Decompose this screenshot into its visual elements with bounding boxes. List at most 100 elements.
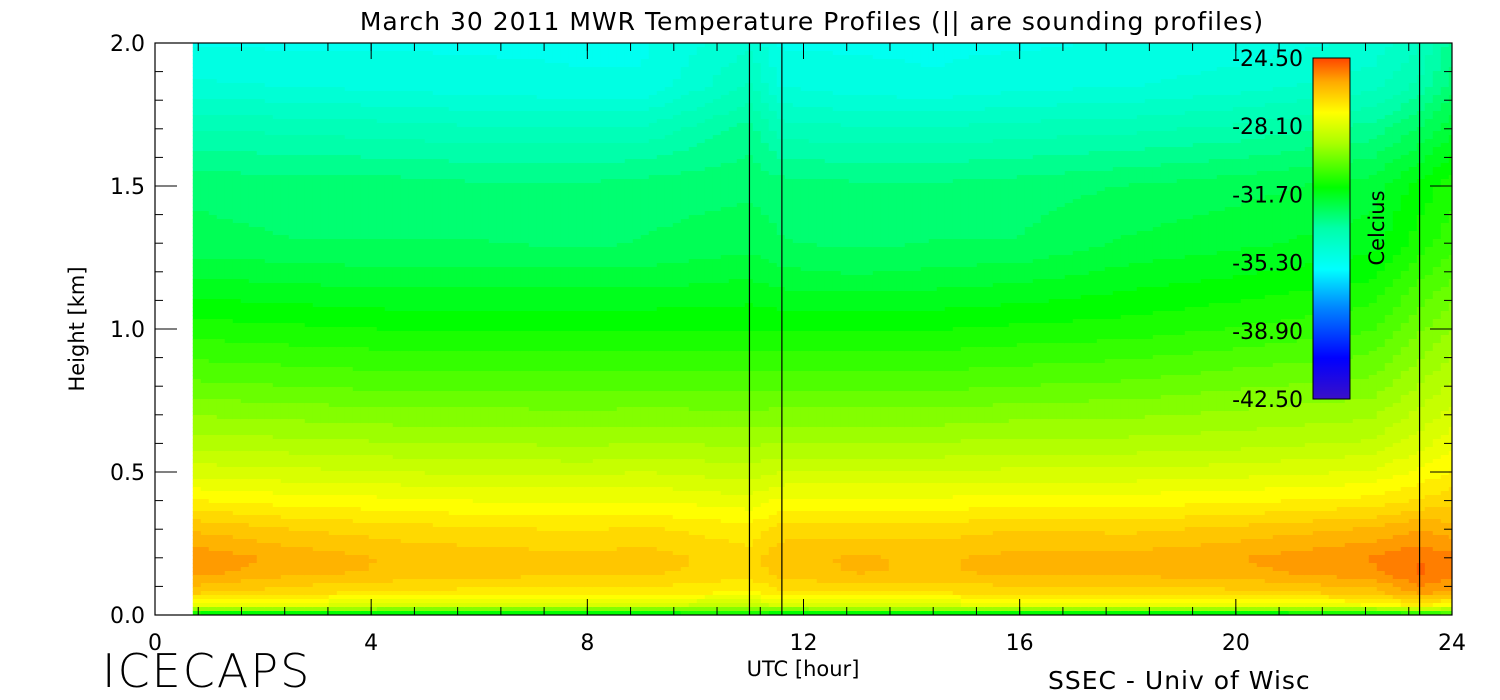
heatmap-cell — [433, 463, 442, 468]
heatmap-cell — [425, 123, 434, 128]
heatmap-cell — [457, 143, 466, 148]
heatmap-cell — [297, 247, 306, 252]
heatmap-cell — [313, 543, 322, 548]
heatmap-cell — [369, 359, 378, 364]
heatmap-cell — [465, 539, 474, 544]
heatmap-cell — [233, 119, 242, 124]
heatmap-cell — [281, 507, 290, 512]
heatmap-cell — [289, 351, 298, 356]
heatmap-cell — [361, 587, 370, 592]
heatmap-cell — [201, 447, 210, 452]
heatmap-cell — [409, 375, 418, 380]
heatmap-cell — [329, 407, 338, 412]
heatmap-cell — [433, 59, 442, 64]
heatmap-cell — [241, 303, 250, 308]
heatmap-cell — [425, 467, 434, 472]
heatmap-cell — [201, 351, 210, 356]
heatmap-cell — [257, 495, 266, 500]
heatmap-cell — [441, 215, 450, 220]
heatmap-cell — [441, 275, 450, 280]
heatmap-cell — [369, 387, 378, 392]
heatmap-cell — [441, 171, 450, 176]
heatmap-cell — [217, 387, 226, 392]
heatmap-cell — [289, 499, 298, 504]
heatmap-cell — [345, 391, 354, 396]
heatmap-cell — [353, 135, 362, 140]
heatmap-cell — [345, 87, 354, 92]
heatmap-cell — [193, 287, 202, 292]
heatmap-cell — [305, 99, 314, 104]
heatmap-cell — [329, 539, 338, 544]
heatmap-cell — [417, 379, 426, 384]
heatmap-cell — [321, 491, 330, 496]
heatmap-cell — [361, 471, 370, 476]
heatmap-cell — [441, 483, 450, 488]
heatmap-cell — [393, 347, 402, 352]
heatmap-cell — [377, 95, 386, 100]
heatmap-cell — [321, 67, 330, 72]
heatmap-cell — [345, 539, 354, 544]
heatmap-cell — [209, 227, 218, 232]
heatmap-cell — [337, 327, 346, 332]
heatmap-cell — [385, 87, 394, 92]
heatmap-cell — [273, 91, 282, 96]
heatmap-cell — [417, 411, 426, 416]
heatmap-cell — [321, 463, 330, 468]
heatmap-cell — [241, 427, 250, 432]
heatmap-cell — [417, 291, 426, 296]
heatmap-cell — [377, 151, 386, 156]
heatmap-cell — [201, 531, 210, 536]
heatmap-cell — [265, 531, 274, 536]
heatmap-cell — [209, 559, 218, 564]
heatmap-cell — [297, 339, 306, 344]
heatmap-cell — [241, 459, 250, 464]
heatmap-cell — [393, 131, 402, 136]
heatmap-cell — [345, 335, 354, 340]
heatmap-cell — [337, 587, 346, 592]
heatmap-cell — [401, 175, 410, 180]
heatmap-cell — [297, 563, 306, 568]
heatmap-cell — [201, 523, 210, 528]
heatmap-cell — [401, 295, 410, 300]
heatmap-cell — [289, 267, 298, 272]
heatmap-cell — [377, 47, 386, 52]
heatmap-cell — [441, 607, 450, 612]
heatmap-cell — [209, 207, 218, 212]
heatmap-cell — [281, 175, 290, 180]
heatmap-cell — [193, 111, 202, 116]
heatmap-cell — [361, 75, 370, 80]
heatmap-cell — [249, 215, 258, 220]
heatmap-cell — [209, 523, 218, 528]
heatmap-cell — [457, 367, 466, 372]
heatmap-cell — [281, 603, 290, 608]
heatmap-cell — [417, 75, 426, 80]
heatmap-cell — [217, 351, 226, 356]
heatmap-cell — [257, 463, 266, 468]
heatmap-cell — [345, 519, 354, 524]
heatmap-cell — [345, 163, 354, 168]
heatmap-cell — [265, 231, 274, 236]
heatmap-cell — [425, 587, 434, 592]
heatmap-cell — [233, 387, 242, 392]
heatmap-cell — [345, 419, 354, 424]
heatmap-cell — [345, 471, 354, 476]
heatmap-cell — [401, 279, 410, 284]
heatmap-cell — [297, 567, 306, 572]
heatmap-cell — [353, 479, 362, 484]
heatmap-cell — [241, 147, 250, 152]
heatmap-cell — [249, 527, 258, 532]
heatmap-cell — [265, 431, 274, 436]
heatmap-cell — [425, 595, 434, 600]
heatmap-cell — [265, 575, 274, 580]
heatmap-cell — [273, 607, 282, 612]
heatmap-cell — [305, 215, 314, 220]
heatmap-cell — [401, 287, 410, 292]
heatmap-cell — [337, 351, 346, 356]
heatmap-cell — [361, 347, 370, 352]
heatmap-cell — [457, 327, 466, 332]
heatmap-cell — [361, 575, 370, 580]
heatmap-cell — [417, 315, 426, 320]
heatmap-cell — [409, 467, 418, 472]
heatmap-cell — [361, 543, 370, 548]
heatmap-cell — [385, 255, 394, 260]
